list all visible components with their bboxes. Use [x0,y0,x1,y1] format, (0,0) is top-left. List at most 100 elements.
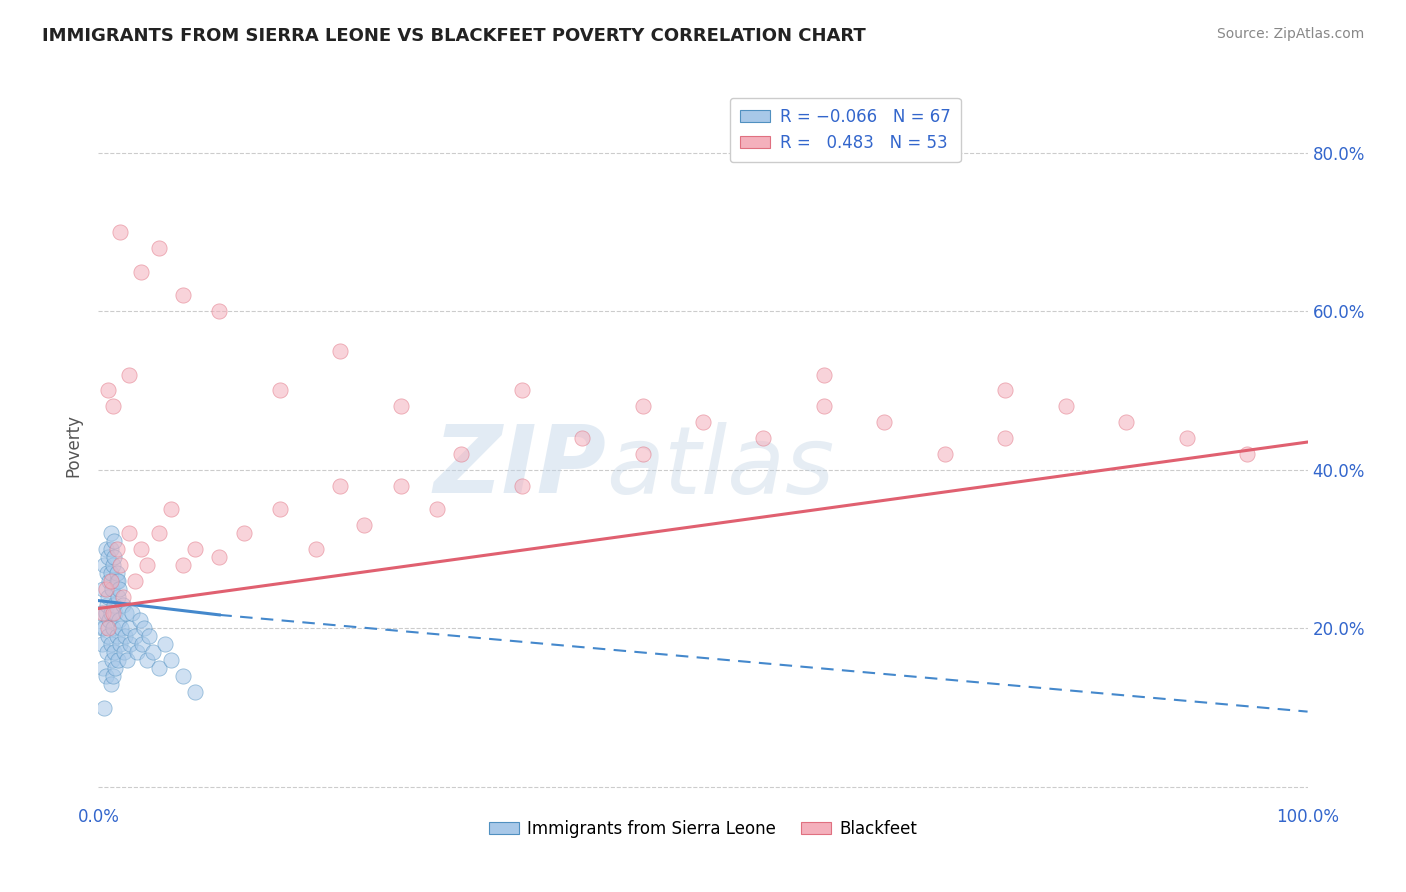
Point [160,653,183,667]
Point [129,264,152,278]
Point [184,542,207,557]
Point [118,621,141,635]
Point [631,400,654,414]
Point [118,368,141,382]
Point [232,526,254,541]
Point [105,542,128,557]
Point [389,400,412,414]
Point [96,566,118,580]
Point [111,598,134,612]
Point [91,606,114,620]
Point [160,502,183,516]
Point [101,400,124,414]
Point [93,700,115,714]
Point [129,542,152,557]
Point [114,629,136,643]
Point [571,431,593,445]
Point [813,400,835,414]
Point [91,582,114,596]
Point [813,368,835,382]
Point [510,384,533,398]
Point [105,629,128,643]
Point [108,582,131,596]
Point [101,558,124,572]
Point [112,645,135,659]
Point [148,526,170,541]
Point [91,637,114,651]
Point [104,606,127,620]
Point [94,606,117,620]
Point [148,241,170,255]
Point [450,447,472,461]
Point [153,637,176,651]
Point [269,502,291,516]
Point [108,225,131,239]
Point [93,621,115,635]
Point [107,653,129,667]
Point [124,629,146,643]
Point [172,669,194,683]
Point [208,304,231,318]
Point [1236,447,1258,461]
Point [94,542,117,557]
Point [692,415,714,429]
Point [148,661,170,675]
Point [100,542,122,557]
Point [329,343,352,358]
Point [128,614,150,628]
Point [426,502,449,516]
Point [121,606,143,620]
Point [97,384,120,398]
Point [111,590,134,604]
Y-axis label: Poverty: Poverty [65,415,83,477]
Point [97,549,120,564]
Point [127,645,149,659]
Point [94,669,117,683]
Point [135,558,157,572]
Point [124,574,146,588]
Point [100,566,122,580]
Point [107,574,129,588]
Point [103,534,125,549]
Point [269,384,291,398]
Point [1054,400,1077,414]
Point [1175,431,1198,445]
Point [97,590,120,604]
Point [134,621,156,635]
Point [97,621,120,635]
Point [118,526,141,541]
Point [91,621,114,635]
Point [91,661,114,675]
Point [98,614,121,628]
Text: IMMIGRANTS FROM SIERRA LEONE VS BLACKFEET POVERTY CORRELATION CHART: IMMIGRANTS FROM SIERRA LEONE VS BLACKFEE… [42,27,866,45]
Point [934,447,956,461]
Point [104,661,127,675]
Point [994,431,1017,445]
Point [108,637,131,651]
Point [108,614,131,628]
Point [100,677,122,691]
Point [90,606,112,620]
Point [389,478,412,492]
Point [100,653,122,667]
Point [100,574,122,588]
Text: atlas: atlas [606,422,835,513]
Point [1115,415,1137,429]
Point [172,288,194,302]
Point [873,415,896,429]
Point [96,645,118,659]
Point [631,447,654,461]
Point [329,478,352,492]
Point [105,574,128,588]
Point [100,582,122,596]
Point [100,606,122,620]
Point [103,645,125,659]
Point [103,598,125,612]
Point [93,558,115,572]
Legend: Immigrants from Sierra Leone, Blackfeet: Immigrants from Sierra Leone, Blackfeet [482,814,924,845]
Point [510,478,533,492]
Point [103,549,125,564]
Point [100,526,122,541]
Point [172,558,194,572]
Point [305,542,328,557]
